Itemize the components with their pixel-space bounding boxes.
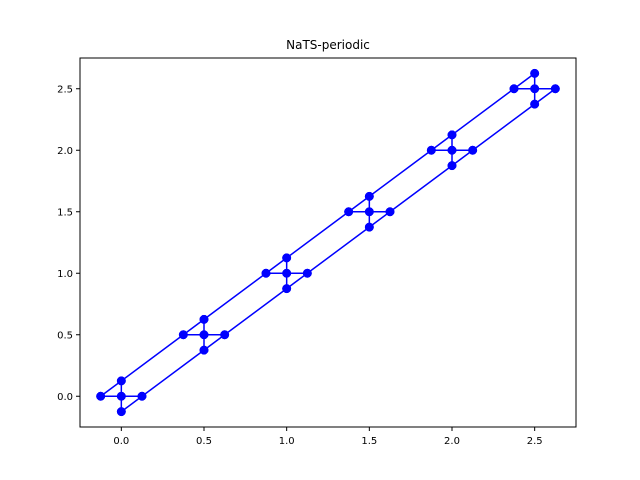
y-tick-label: 0.5 bbox=[57, 330, 73, 341]
series-line-12 bbox=[100, 72, 536, 397]
data-point bbox=[530, 84, 540, 94]
data-point bbox=[199, 330, 209, 340]
y-tick-label: 2.5 bbox=[57, 84, 73, 95]
x-tick-label: 1.5 bbox=[361, 436, 377, 447]
x-tick-label: 2.5 bbox=[527, 436, 543, 447]
data-point bbox=[447, 145, 457, 155]
data-point bbox=[199, 314, 209, 324]
y-tick-label: 0.0 bbox=[57, 392, 73, 403]
y-axis: 0.0 0.5 1.0 1.5 2.0 2.5 bbox=[57, 84, 80, 403]
x-axis: 0.0 0.5 1.0 1.5 2.0 2.5 bbox=[113, 427, 543, 447]
series-layer bbox=[96, 68, 560, 417]
data-point bbox=[447, 161, 457, 171]
data-point bbox=[282, 268, 292, 278]
data-point bbox=[364, 222, 374, 232]
data-point bbox=[468, 145, 478, 155]
x-tick-label: 1.0 bbox=[279, 436, 295, 447]
data-point bbox=[385, 207, 395, 217]
data-point bbox=[509, 84, 519, 94]
data-point bbox=[282, 284, 292, 294]
data-point bbox=[137, 391, 147, 401]
data-point bbox=[178, 330, 188, 340]
data-point bbox=[426, 145, 436, 155]
data-point bbox=[364, 191, 374, 201]
x-tick-label: 2.0 bbox=[444, 436, 460, 447]
data-point bbox=[530, 68, 540, 78]
data-point bbox=[282, 253, 292, 263]
data-point bbox=[447, 130, 457, 140]
y-tick-label: 1.0 bbox=[57, 269, 73, 280]
data-point bbox=[116, 391, 126, 401]
data-point bbox=[364, 207, 374, 217]
data-point bbox=[116, 407, 126, 417]
y-tick-label: 1.5 bbox=[57, 207, 73, 218]
data-point bbox=[96, 391, 106, 401]
data-point bbox=[344, 207, 354, 217]
series-line-13 bbox=[120, 88, 556, 413]
axes-frame bbox=[79, 57, 577, 428]
x-tick-label: 0.5 bbox=[196, 436, 212, 447]
chart-title: NaTS-periodic bbox=[286, 38, 370, 52]
data-point bbox=[550, 84, 560, 94]
data-point bbox=[116, 376, 126, 386]
data-point bbox=[220, 330, 230, 340]
y-tick-label: 2.0 bbox=[57, 146, 73, 157]
x-tick-label: 0.0 bbox=[113, 436, 129, 447]
data-point bbox=[261, 268, 271, 278]
data-point bbox=[530, 99, 540, 109]
data-point bbox=[302, 268, 312, 278]
data-point bbox=[199, 345, 209, 355]
